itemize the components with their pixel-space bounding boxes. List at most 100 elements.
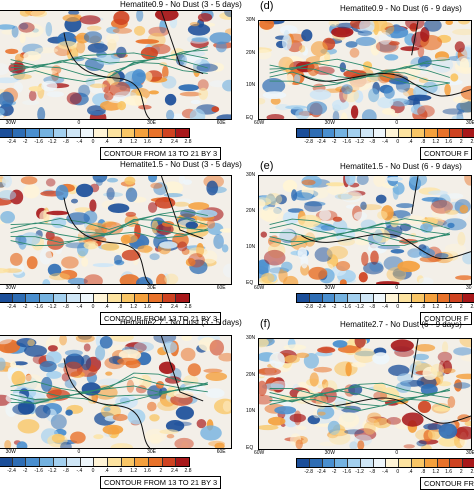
colorbar-swatch [297, 459, 310, 467]
anomaly-blob [15, 235, 27, 246]
anomaly-blob [285, 105, 308, 110]
colorbar-tick-label: -1.2 [355, 139, 364, 145]
anomaly-blob [153, 182, 168, 196]
colorbar-tick-label: -.4 [382, 304, 388, 310]
anomaly-blob [110, 443, 133, 448]
anomaly-blob [224, 11, 231, 18]
anomaly-blob [74, 207, 92, 213]
contour-line [10, 49, 208, 69]
anomaly-blob [433, 406, 451, 412]
anomaly-blob [181, 248, 190, 255]
anomaly-blob [298, 45, 306, 53]
anomaly-blob [45, 178, 56, 187]
anomaly-blob [377, 210, 388, 220]
colorbar-swatch [450, 459, 464, 467]
colorbar-tick-label: -.4 [382, 469, 388, 475]
anomaly-blob [175, 406, 194, 420]
anomaly-blob [196, 419, 207, 429]
anomaly-blob [19, 11, 32, 17]
anomaly-blob [89, 199, 97, 212]
anomaly-blob [261, 272, 275, 284]
anomaly-blob [275, 194, 287, 205]
colorbar-swatch [437, 129, 451, 137]
colorbar-swatch [12, 129, 27, 137]
anomaly-blob [45, 22, 53, 37]
colorbar-tick-label: 1.6 [445, 469, 453, 475]
anomaly-blob [163, 193, 183, 198]
anomaly-blob [309, 372, 319, 387]
colorbar-tick-label: -.8 [62, 139, 69, 145]
lon-tick-label: 0 [77, 285, 81, 291]
anomaly-blob [358, 272, 368, 283]
anomaly-blob [219, 228, 231, 233]
colorbar-tick-label: -1.6 [34, 139, 44, 145]
anomaly-blob [289, 413, 306, 423]
anomaly-blob [191, 37, 208, 42]
colorbar-swatch [309, 459, 323, 467]
colorbar [296, 293, 474, 303]
colorbar-swatch [348, 294, 361, 302]
colorbar-tick-label: .4 [408, 139, 413, 145]
anomaly-blob [259, 380, 267, 396]
anomaly-blob [209, 32, 231, 45]
colorbar-swatch [149, 294, 163, 302]
anomaly-blob [89, 83, 107, 89]
lon-tick-label: 60E [216, 449, 226, 455]
lon-tick-label: 0 [77, 120, 81, 126]
anomaly-blob [35, 404, 51, 419]
anomaly-blob [375, 194, 387, 204]
anomaly-blob [259, 21, 275, 30]
contour-line [269, 222, 450, 236]
anomaly-blob [359, 21, 375, 34]
anomaly-blob [132, 374, 144, 386]
anomaly-blob [60, 441, 72, 448]
colorbar-swatch [297, 294, 310, 302]
colorbar-swatch [373, 459, 387, 467]
colorbar-tick-label: -2 [331, 139, 337, 145]
anomaly-blob [188, 253, 205, 268]
colorbar-swatch [463, 459, 474, 467]
anomaly-blob [377, 245, 401, 250]
contour-line [269, 398, 450, 411]
anomaly-blob [382, 108, 396, 115]
colorbar-swatch [424, 129, 438, 137]
anomaly-blob [332, 216, 343, 222]
anomaly-blob [390, 339, 414, 352]
lon-tick-label: 0 [395, 285, 399, 291]
anomaly-blob [360, 201, 367, 210]
anomaly-blob [98, 378, 122, 386]
anomaly-blob [276, 229, 295, 241]
colorbar-tick-label: -2 [22, 139, 28, 145]
anomaly-blob [213, 234, 224, 249]
anomaly-blob [200, 425, 222, 441]
anomaly-blob [12, 403, 34, 415]
anomaly-blob [83, 343, 91, 352]
anomaly-blob [113, 11, 130, 25]
lon-tick-label: 30W [324, 285, 335, 291]
anomaly-blob [26, 256, 38, 270]
colorbar-tick-label: 2 [459, 139, 463, 145]
colorbar-swatch [0, 294, 13, 302]
anomaly-blob [24, 345, 47, 357]
panel-title: Hematite1.5 - No Dust (6 - 9 days) [340, 162, 462, 171]
anomaly-blob [149, 253, 160, 261]
anomaly-blob [291, 189, 298, 201]
anomaly-blob [362, 61, 373, 71]
anomaly-blob [76, 40, 86, 54]
anomaly-blob [78, 84, 91, 98]
anomaly-blob [92, 263, 114, 268]
anomaly-blob [281, 261, 293, 272]
colorbar-tick-label: .8 [118, 468, 123, 474]
anomaly-blob [47, 236, 64, 250]
coastline [301, 21, 471, 97]
anomaly-blob [46, 91, 65, 98]
colorbar-tick-label: 2.8 [184, 468, 192, 474]
anomaly-blob [214, 442, 225, 448]
colorbar-swatch [12, 458, 27, 466]
colorbar-tick-label: -2.4 [317, 139, 326, 145]
anomaly-blob [464, 176, 471, 186]
anomaly-blob [301, 29, 313, 42]
anomaly-blob [414, 360, 422, 366]
anomaly-blob [442, 341, 449, 354]
anomaly-blob [28, 90, 37, 101]
